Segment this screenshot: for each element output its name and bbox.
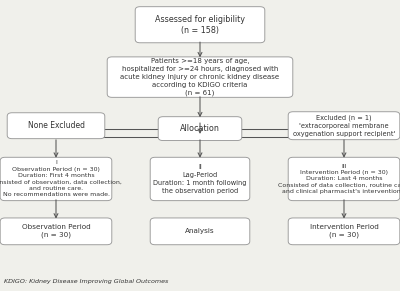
Text: Intervention Period
(n = 30): Intervention Period (n = 30) <box>310 224 378 238</box>
FancyBboxPatch shape <box>107 57 293 97</box>
Text: Analysis: Analysis <box>185 228 215 234</box>
Text: Observation Period
(n = 30): Observation Period (n = 30) <box>22 224 90 238</box>
Text: Allocation: Allocation <box>180 124 220 133</box>
FancyBboxPatch shape <box>150 218 250 245</box>
FancyBboxPatch shape <box>288 112 400 140</box>
Text: Assessed for eligibility
(n = 158): Assessed for eligibility (n = 158) <box>155 15 245 35</box>
Text: III
Intervention Period (n = 30)
Duration: Last 4 months
Consisted of data colle: III Intervention Period (n = 30) Duratio… <box>278 164 400 194</box>
FancyBboxPatch shape <box>158 117 242 141</box>
Text: Excluded (n = 1)
'extracorporeal membrane
oxygenation support recipient': Excluded (n = 1) 'extracorporeal membran… <box>293 115 395 137</box>
Text: I
Observation Period (n = 30)
Duration: First 4 months
Consisted of observation,: I Observation Period (n = 30) Duration: … <box>0 160 122 198</box>
FancyBboxPatch shape <box>0 157 112 201</box>
FancyBboxPatch shape <box>288 218 400 245</box>
FancyBboxPatch shape <box>135 7 265 43</box>
Text: II
Lag-Period
Duration: 1 month following
the observation period: II Lag-Period Duration: 1 month followin… <box>153 164 247 194</box>
FancyBboxPatch shape <box>288 157 400 201</box>
Text: Patients >=18 years of age,
hospitalized for >=24 hours, diagnosed with
acute ki: Patients >=18 years of age, hospitalized… <box>120 58 280 96</box>
FancyBboxPatch shape <box>0 218 112 245</box>
Text: KDIGO: Kidney Disease Improving Global Outcomes: KDIGO: Kidney Disease Improving Global O… <box>4 279 168 284</box>
FancyBboxPatch shape <box>150 157 250 201</box>
FancyBboxPatch shape <box>7 113 105 139</box>
Text: None Excluded: None Excluded <box>28 121 84 130</box>
